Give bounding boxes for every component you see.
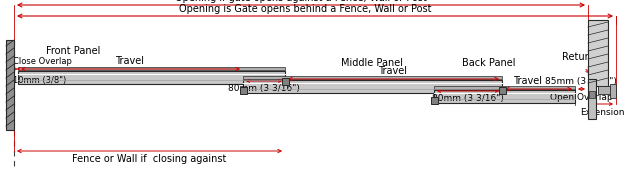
Bar [588,79,596,119]
Text: 80mm (3 3/16"): 80mm (3 3/16") [228,84,300,93]
Text: Middle Panel: Middle Panel [341,58,403,68]
Text: Fence or Wall if  closing against: Fence or Wall if closing against [72,154,226,164]
Bar [434,86,575,89]
Bar [610,84,616,98]
Bar [589,91,595,98]
Text: Close Overlap: Close Overlap [13,57,72,66]
Bar [243,76,502,78]
Text: Travel: Travel [116,56,144,66]
Bar [18,67,285,70]
Text: 10mm (3/8"): 10mm (3/8") [13,76,66,85]
Bar [6,40,14,130]
Text: 85mm (3 6/16"): 85mm (3 6/16") [545,77,617,86]
Bar [434,90,575,102]
Bar [588,20,608,86]
Bar [431,96,438,103]
Text: Open Overlap: Open Overlap [550,93,612,102]
Text: 80mm (3 3/16"): 80mm (3 3/16") [432,94,504,103]
Text: Opening if gate opens against a Fence, Wall or Post: Opening if gate opens against a Fence, W… [175,0,427,3]
Text: Back Panel: Back Panel [462,58,516,68]
Bar [281,77,288,84]
Bar [598,86,616,94]
Text: Opening is Gate opens behind a Fence, Wall or Post: Opening is Gate opens behind a Fence, Wa… [179,4,431,14]
Bar [499,86,506,93]
Text: Extension: Extension [580,108,624,117]
Bar [18,71,285,83]
Text: Travel: Travel [514,76,543,86]
Text: Front Panel: Front Panel [46,46,100,56]
Text: Travel: Travel [379,66,408,76]
Bar [239,86,247,93]
Text: Return: Return [561,52,594,61]
Bar [243,80,502,93]
